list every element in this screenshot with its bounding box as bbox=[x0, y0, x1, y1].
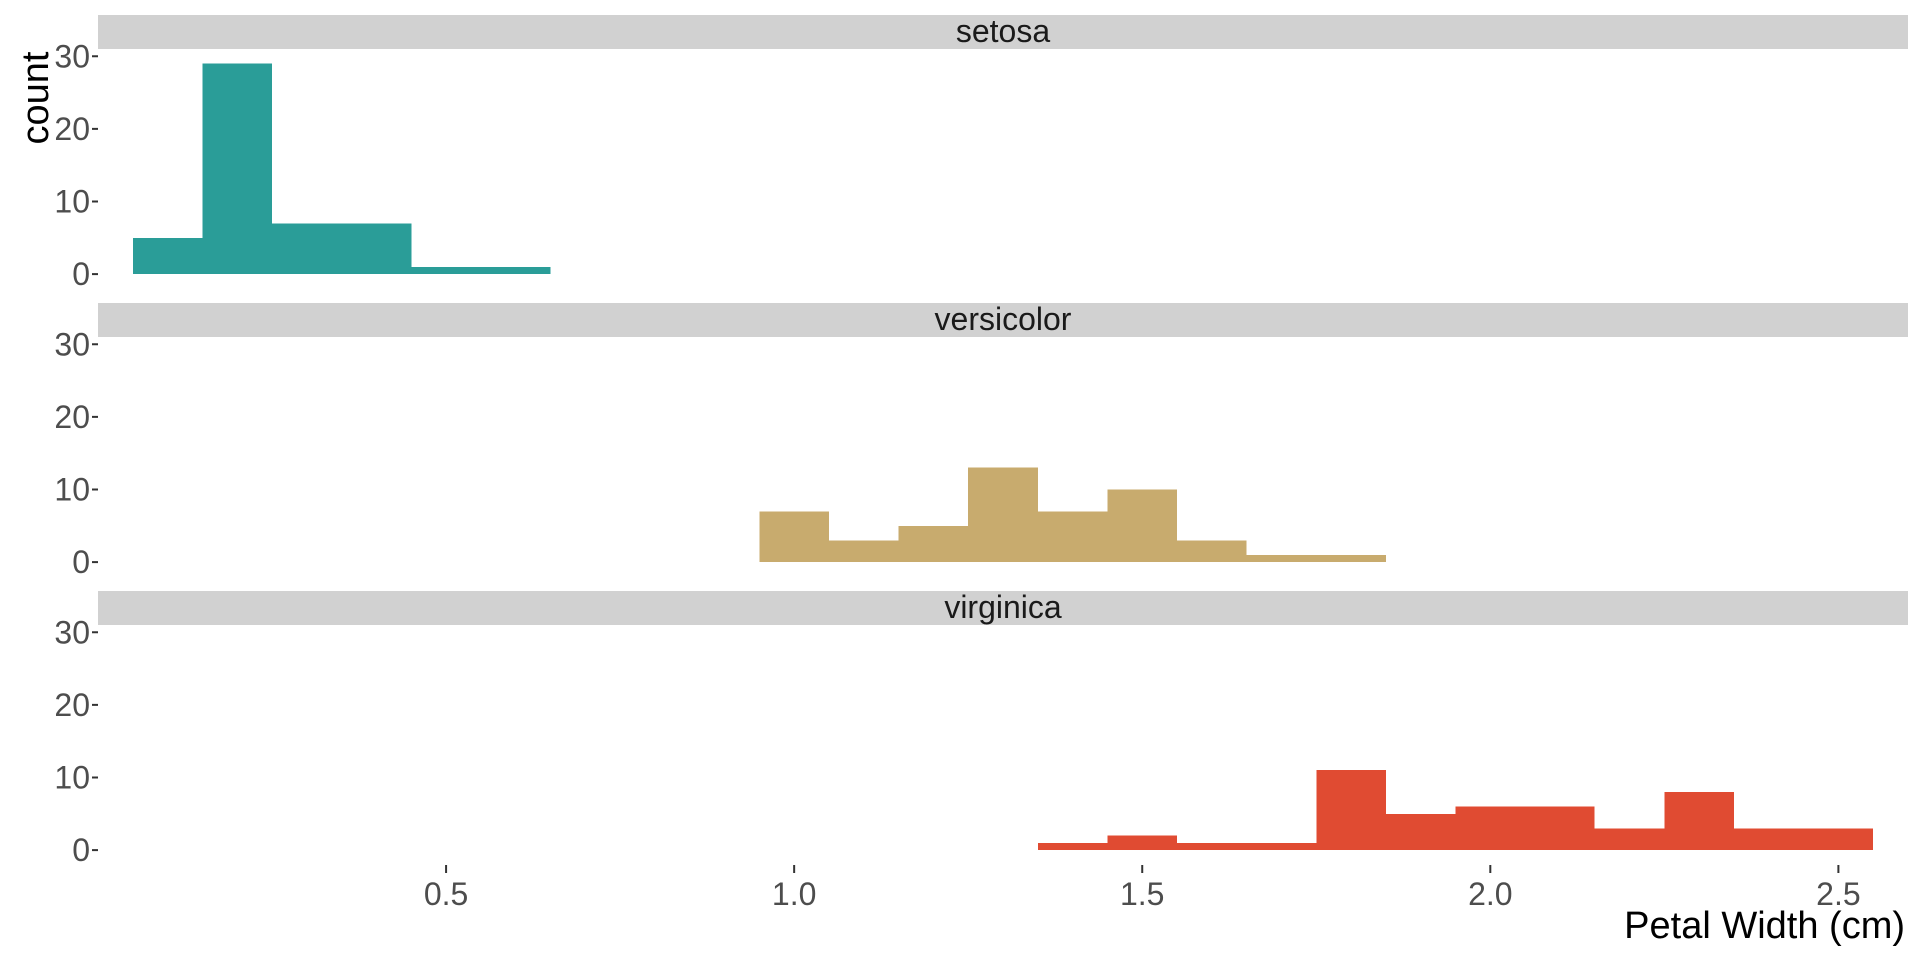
histogram-bar bbox=[968, 467, 1038, 563]
histogram-bar bbox=[411, 266, 481, 275]
histogram-bar bbox=[1803, 828, 1874, 851]
facet-strip bbox=[98, 15, 1908, 49]
histogram-bar bbox=[341, 223, 412, 275]
histogram-bar bbox=[272, 223, 342, 275]
y-tick-label: 10 bbox=[54, 471, 90, 507]
y-tick-label: 30 bbox=[54, 38, 90, 74]
histogram-bar bbox=[1455, 806, 1526, 851]
x-tick-label: 2.5 bbox=[1816, 876, 1860, 912]
y-tick-label: 0 bbox=[72, 256, 90, 292]
y-tick-label: 20 bbox=[54, 111, 90, 147]
y-tick-label: 0 bbox=[72, 832, 90, 868]
facet-strip-label: virginica bbox=[944, 589, 1062, 625]
x-axis-title: Petal Width (cm) bbox=[1624, 905, 1905, 947]
y-axis-title: count bbox=[15, 51, 57, 144]
histogram-bar bbox=[759, 511, 829, 563]
facet-strip bbox=[98, 591, 1908, 625]
x-axis: 0.5 1.0 1.5 2.0 2.5 bbox=[424, 865, 1861, 912]
x-tick-label: 2.0 bbox=[1468, 876, 1512, 912]
facet-panel-versicolor: versicolor 0 10 20 30 bbox=[54, 301, 1908, 580]
x-tick-label: 1.5 bbox=[1120, 876, 1164, 912]
histogram-bar bbox=[1594, 828, 1665, 851]
histogram-bar bbox=[1177, 842, 1247, 851]
histogram-bar bbox=[1316, 554, 1386, 563]
y-tick-label: 20 bbox=[54, 687, 90, 723]
histogram-bar bbox=[1246, 842, 1317, 851]
facet-panel-virginica: virginica 0 10 20 30 bbox=[54, 589, 1908, 868]
histogram-bar bbox=[1664, 792, 1734, 851]
x-tick-label: 0.5 bbox=[424, 876, 468, 912]
histogram-bar bbox=[828, 540, 899, 563]
histogram-bar bbox=[1316, 770, 1386, 851]
y-tick-label: 30 bbox=[54, 326, 90, 362]
histogram-bar bbox=[1037, 511, 1108, 563]
histogram-bar bbox=[1107, 835, 1178, 851]
y-tick-label: 0 bbox=[72, 544, 90, 580]
y-tick-label: 10 bbox=[54, 183, 90, 219]
y-tick-label: 20 bbox=[54, 399, 90, 435]
facet-strip-label: versicolor bbox=[935, 301, 1072, 337]
y-tick-label: 30 bbox=[54, 614, 90, 650]
facet-panels: setosa 0 10 20 30 versicolor 0 10 20 30 virginica 0… bbox=[54, 13, 1908, 868]
histogram-bar bbox=[480, 266, 551, 275]
histogram-bar bbox=[1385, 813, 1456, 851]
facet-strip bbox=[98, 303, 1908, 337]
facet-panel-setosa: setosa 0 10 20 30 bbox=[54, 13, 1908, 292]
histogram-bar bbox=[898, 525, 969, 563]
histogram-bar bbox=[1107, 489, 1178, 563]
histogram-bar bbox=[1246, 554, 1317, 563]
histogram-bar bbox=[202, 63, 273, 275]
histogram-bar bbox=[132, 237, 203, 275]
histogram-bar bbox=[1525, 806, 1595, 851]
x-tick-label: 1.0 bbox=[772, 876, 816, 912]
histogram-bar bbox=[1177, 540, 1247, 563]
y-tick-label: 10 bbox=[54, 759, 90, 795]
histogram-bar bbox=[1037, 842, 1108, 851]
histogram-bar bbox=[1733, 828, 1804, 851]
facet-strip-label: setosa bbox=[956, 13, 1050, 49]
